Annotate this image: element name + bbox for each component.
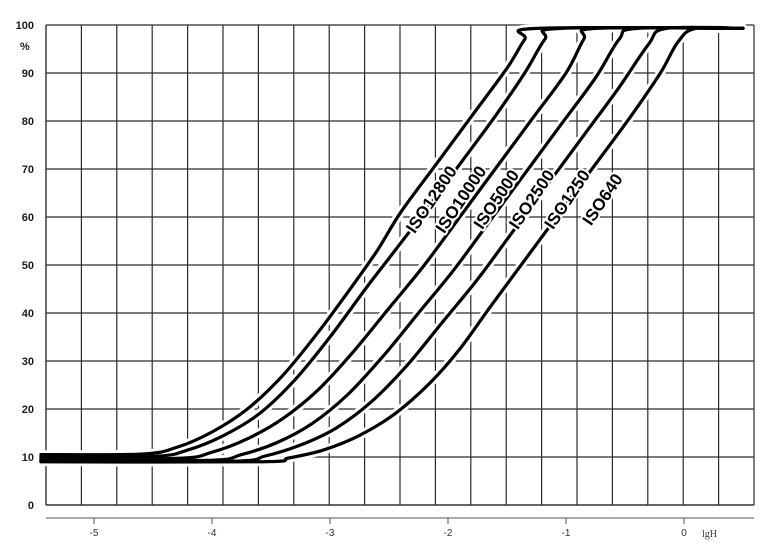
series-line-iso640 bbox=[39, 25, 745, 464]
y-tick-label: 100 bbox=[16, 20, 34, 32]
y-tick-label: 0 bbox=[28, 500, 34, 512]
y-axis-tick-labels: 0 10 20 30 40 50 60 70 80 90 100 bbox=[16, 20, 34, 512]
series-halo-iso640 bbox=[36, 22, 748, 467]
series-line-iso5000 bbox=[39, 25, 745, 461]
y-tick-label: 70 bbox=[22, 164, 34, 176]
y-tick-label: 30 bbox=[22, 356, 34, 368]
series-curves bbox=[36, 22, 748, 467]
y-tick-label: 90 bbox=[22, 68, 34, 80]
x-tick-label: 0 bbox=[681, 528, 687, 539]
series-line-iso12800 bbox=[39, 25, 745, 457]
series-line-iso1250 bbox=[39, 25, 745, 464]
series-halo-iso1250 bbox=[36, 22, 748, 467]
x-axis-tick-labels: -5 -4 -3 -2 -1 0 bbox=[90, 528, 688, 539]
y-tick-label: 80 bbox=[22, 116, 34, 128]
x-tick-label: -5 bbox=[90, 528, 99, 539]
y-tick-label: 20 bbox=[22, 404, 34, 416]
chart-grid bbox=[45, 24, 755, 524]
series-halo-iso12800 bbox=[36, 23, 748, 460]
series-halo-iso2500 bbox=[36, 23, 748, 466]
series-halo-iso5000 bbox=[36, 23, 748, 464]
x-tick-label: -4 bbox=[208, 528, 217, 539]
series-line-iso2500 bbox=[39, 25, 745, 463]
y-tick-label: 40 bbox=[22, 308, 34, 320]
y-tick-label: 60 bbox=[22, 212, 34, 224]
x-tick-label: -1 bbox=[562, 528, 571, 539]
y-tick-label: 10 bbox=[22, 452, 34, 464]
x-tick-label: -2 bbox=[444, 528, 453, 539]
y-tick-label: 50 bbox=[22, 260, 34, 272]
x-axis-label: lgH bbox=[702, 529, 717, 540]
series-line-iso10000 bbox=[39, 25, 745, 459]
y-axis-unit-label: % bbox=[20, 41, 30, 53]
series-halo-iso10000 bbox=[36, 23, 748, 462]
x-tick-label: -3 bbox=[326, 528, 335, 539]
